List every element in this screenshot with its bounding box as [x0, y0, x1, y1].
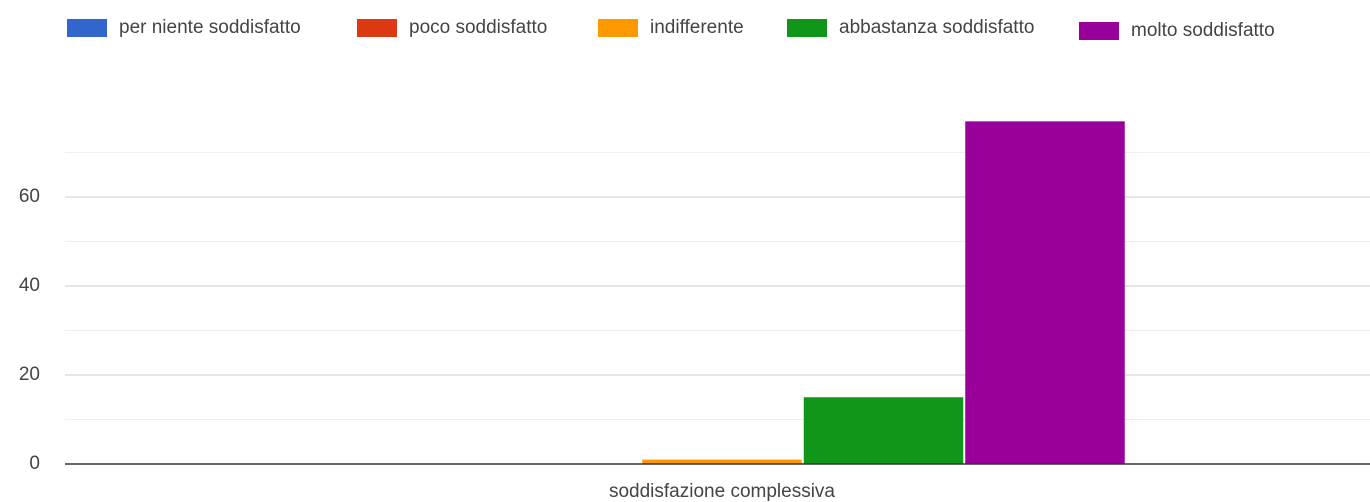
y-tick-label: 40 — [19, 275, 40, 296]
legend-swatch — [357, 19, 397, 37]
bar — [642, 459, 802, 464]
legend-label: abbastanza soddisfatto — [839, 17, 1034, 38]
y-tick-label: 20 — [19, 364, 40, 385]
legend-swatch — [1079, 22, 1119, 40]
legend-label: molto soddisfatto — [1131, 20, 1275, 41]
legend-swatch — [787, 19, 827, 37]
legend-swatch — [598, 19, 638, 37]
legend-label: poco soddisfatto — [409, 17, 547, 38]
y-tick-label: 0 — [29, 453, 40, 474]
y-tick-label: 60 — [19, 186, 40, 207]
legend-swatch — [67, 19, 107, 37]
bar — [965, 121, 1125, 464]
legend-label: indifferente — [650, 17, 744, 38]
x-tick-label: soddisfazione complessiva — [609, 481, 835, 502]
legend-label: per niente soddisfatto — [119, 17, 301, 38]
bar — [803, 397, 964, 464]
